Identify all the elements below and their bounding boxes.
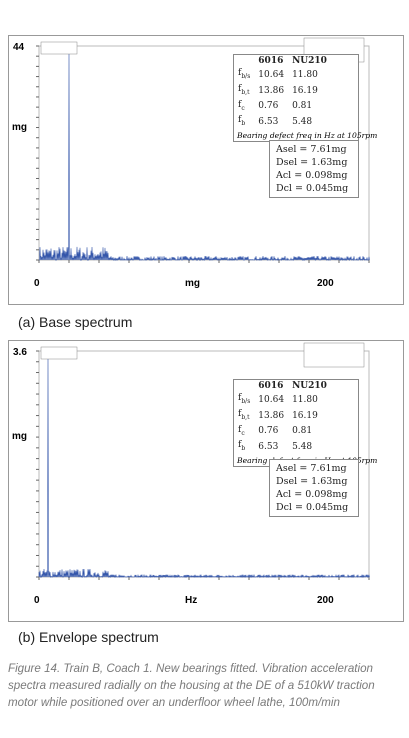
cell: 13.86 <box>258 410 285 421</box>
symbol: f <box>238 99 242 110</box>
stat: Dcl = 0.045mg <box>276 502 349 513</box>
table-row: fb/s 10.64 11.80 <box>234 67 331 83</box>
stat: Asel = 7.61mg <box>276 144 347 155</box>
stats-box: Asel = 7.61mg Dsel = 1.63mg Acl = 0.098mg D… <box>269 459 359 517</box>
table-header: 6016 NU210 <box>234 380 331 392</box>
header-cell: NU210 <box>292 56 327 66</box>
x-label: 0 <box>34 595 40 606</box>
subscript: b <box>241 445 246 453</box>
row-label: fb,t <box>234 83 254 99</box>
spectrum-trace <box>38 47 370 262</box>
cell: 10.64 <box>258 69 285 80</box>
legend-box <box>40 41 78 55</box>
figure-caption: Figure 14. Train B, Coach 1. New bearing… <box>8 662 375 709</box>
table-row: fc 0.76 0.81 <box>234 424 331 440</box>
subscript: b <box>241 120 246 128</box>
panel-caption: (b) Envelope spectrum <box>18 629 159 645</box>
row-label: fb <box>234 439 254 455</box>
stat: Dsel = 1.63mg <box>276 157 348 168</box>
header-cell: NU210 <box>292 381 327 391</box>
stat: Acl = 0.098mg <box>276 170 348 181</box>
spectrum-trace <box>38 352 370 579</box>
stats-box: Asel = 7.61mg Dsel = 1.63mg Acl = 0.098mg D… <box>269 140 359 198</box>
cell: 0.81 <box>292 426 313 437</box>
cell: 0.76 <box>258 101 279 112</box>
cell <box>234 380 254 392</box>
table-row: fb/s 10.64 11.80 <box>234 392 331 408</box>
cell: 11.80 <box>292 69 318 80</box>
subscript: b/s <box>241 397 251 405</box>
cell: 0.76 <box>258 426 279 437</box>
table: 6016 NU210 fb/s 10.64 11.80 fb,t 13.86 16.19 fc 0… <box>234 380 331 455</box>
row-label: fc <box>234 99 254 115</box>
cell <box>234 55 254 67</box>
cell: 16.19 <box>292 410 318 421</box>
header-cell: 6016 <box>258 381 284 391</box>
x-label: mg <box>185 278 200 289</box>
subscript: c <box>241 429 245 437</box>
x-label: 0 <box>34 278 40 289</box>
subscript: b,t <box>241 88 250 96</box>
defect-table: 6016 NU210 fb/s 10.64 11.80 fb,t 13.86 16.19 fc 0… <box>233 54 378 143</box>
symbol: f <box>238 393 242 403</box>
row-label: fb,t <box>234 408 254 424</box>
x-label: 200 <box>317 595 334 606</box>
cell: 0.81 <box>292 101 313 112</box>
cell: 13.86 <box>258 85 285 96</box>
info-box <box>303 342 365 368</box>
stat: Acl = 0.098mg <box>276 489 348 500</box>
table-header: 6016 NU210 <box>234 55 331 67</box>
chart-panel: 44 mg 0 mg 200 6016 NU210 fb/s 10.64 11.80 fb,t 13.… <box>8 35 404 305</box>
y-unit: mg <box>12 431 27 443</box>
stat: Dcl = 0.045mg <box>276 183 349 194</box>
x-label: Hz <box>185 595 198 606</box>
legend-box <box>40 346 78 360</box>
symbol: f <box>238 115 242 126</box>
table-row: fb,t 13.86 16.19 <box>234 408 331 424</box>
table-row: fc 0.76 0.81 <box>234 99 331 115</box>
row-label: fb <box>234 114 254 130</box>
cell: 6.53 <box>258 442 279 453</box>
stat: Asel = 7.61mg <box>276 463 347 474</box>
subscript: b,t <box>241 413 250 421</box>
cell: 11.80 <box>292 394 318 405</box>
cell: 16.19 <box>292 85 318 96</box>
table: 6016 NU210 fb/s 10.64 11.80 fb,t 13.86 16.19 fc 0… <box>234 55 331 130</box>
plot-frame <box>38 45 370 261</box>
y-top-label: 3.6 <box>13 347 27 358</box>
stat: Dsel = 1.63mg <box>276 476 348 487</box>
symbol: f <box>238 440 242 451</box>
symbol: f <box>238 68 242 78</box>
subscript: c <box>241 104 245 112</box>
cell: 10.64 <box>258 394 285 405</box>
symbol: f <box>238 424 242 435</box>
panel-caption: (a) Base spectrum <box>18 314 133 330</box>
cell: 6.53 <box>258 117 279 128</box>
table-note: Bearing defect freq in Hz at 105rpm <box>237 131 378 141</box>
row-label: fc <box>234 424 254 440</box>
table-row: fb,t 13.86 16.19 <box>234 83 331 99</box>
chart-panel: 3.6 mg 0 Hz 200 6016 NU210 fb/s 10.64 11.80 fb,t 13… <box>8 340 404 622</box>
symbol: f <box>238 83 242 94</box>
x-label: 200 <box>317 278 334 289</box>
defect-table: 6016 NU210 fb/s 10.64 11.80 fb,t 13.86 16.19 fc 0… <box>233 379 377 468</box>
symbol: f <box>238 408 242 419</box>
table-row: fb 6.53 5.48 <box>234 114 331 130</box>
subscript: b/s <box>241 72 251 80</box>
table-row: fb 6.53 5.48 <box>234 439 331 455</box>
row-label: fb/s <box>234 392 254 408</box>
cell: 5.48 <box>292 117 313 128</box>
y-top-label: 44 <box>13 42 25 53</box>
y-unit: mg <box>12 121 27 133</box>
plot-frame <box>38 350 370 578</box>
header-cell: 6016 <box>258 56 284 66</box>
cell: 5.48 <box>292 442 313 453</box>
spectrum-plot <box>36 342 370 580</box>
row-label: fb/s <box>234 67 254 83</box>
